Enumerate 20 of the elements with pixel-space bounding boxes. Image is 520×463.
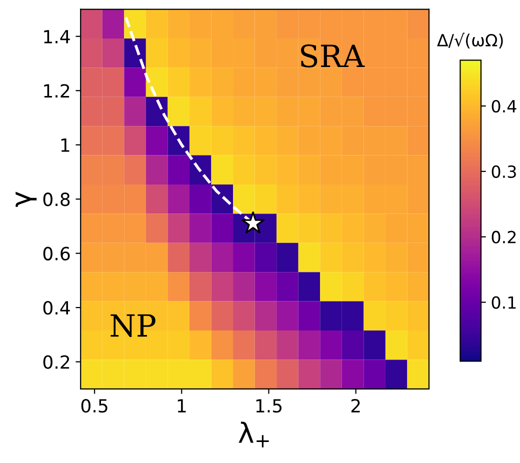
- y-tick-label: 0.2: [43, 355, 70, 369]
- x-axis-title: λ$_{+}$: [238, 422, 269, 448]
- color-bar-label: 0.1: [492, 296, 516, 309]
- y-tick-label: 0.4: [43, 301, 70, 315]
- y-tick-label: 0.8: [43, 192, 70, 206]
- y-tick-label: 1.2: [44, 84, 70, 98]
- color-bar-label: 0.4: [492, 100, 516, 113]
- color-bar-label: 0.2: [492, 230, 516, 244]
- x-tick-label: 1: [178, 399, 186, 412]
- y-axis-title: γ: [16, 192, 37, 207]
- color-bar-title: Δ/√(ωΩ): [437, 32, 503, 48]
- y-tick-label: 1: [61, 138, 70, 152]
- y-tick-label: 0.6: [43, 246, 70, 260]
- x-tick-label: 2: [351, 398, 360, 412]
- annotation: SRA: [301, 44, 365, 68]
- x-tick-label: 1.5: [256, 399, 282, 413]
- annotation: NP: [110, 314, 156, 338]
- x-tick-label: 0.5: [81, 398, 108, 413]
- color-bar-label: 0.3: [492, 165, 516, 178]
- y-tick-label: 1.4: [44, 30, 70, 44]
